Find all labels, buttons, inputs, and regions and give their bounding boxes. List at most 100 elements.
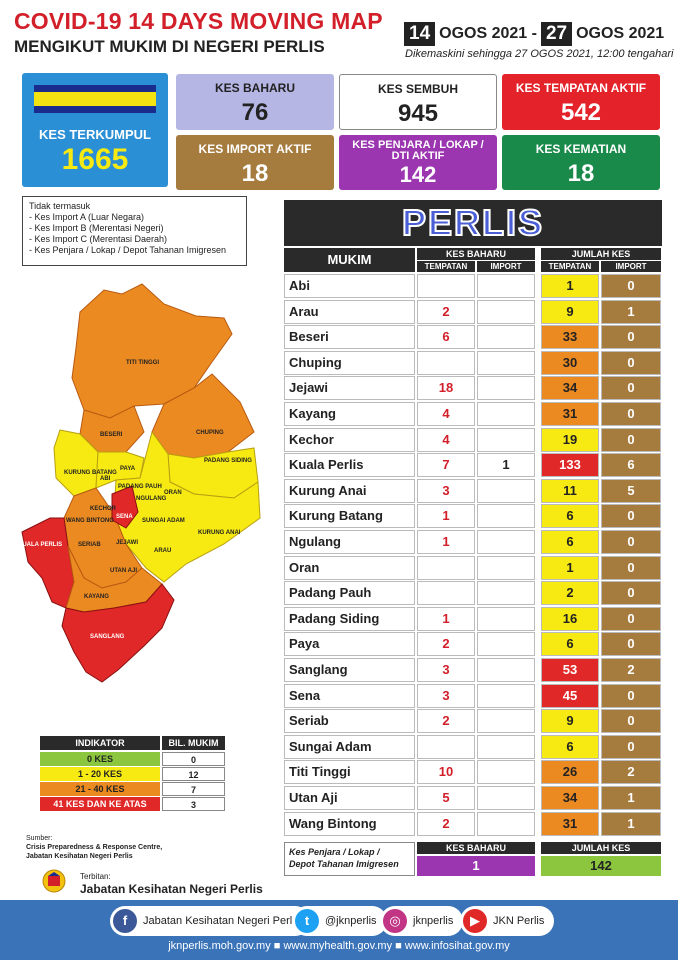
source-label: Sumber:: [26, 835, 53, 842]
total-local-cell: 9: [541, 709, 599, 733]
mukim-name: Utan Aji: [284, 786, 415, 810]
date-range: 14 OGOS 2021 - 27 OGOS 2021: [404, 22, 664, 46]
twitter-link[interactable]: t @jknperlis: [292, 906, 387, 936]
new-import-cell: [477, 428, 535, 452]
new-import-cell: [477, 709, 535, 733]
new-import-cell: [477, 760, 535, 784]
mukim-name: Wang Bintong: [284, 812, 415, 836]
map-label-padang-siding: PADANG SIDING: [204, 458, 252, 464]
map-label-padang-pauh: PADANG PAUH: [118, 484, 162, 490]
date-start-rest: OGOS 2021 -: [439, 25, 537, 42]
mukim-name: Chuping: [284, 351, 415, 375]
total-local-cell: 16: [541, 607, 599, 631]
total-import-cell: 0: [601, 735, 661, 759]
map-label-sungai-adam: SUNGAI ADAM: [142, 518, 185, 524]
mukim-name: Beseri: [284, 325, 415, 349]
total-local-cell: 26: [541, 760, 599, 784]
new-local-cell: 3: [417, 658, 475, 682]
new-local-cell: 2: [417, 300, 475, 324]
total-local-cell: 53: [541, 658, 599, 682]
mukim-name: Titi Tinggi: [284, 760, 415, 784]
new-local-cell: 3: [417, 684, 475, 708]
mukim-name: Arau: [284, 300, 415, 324]
mukim-name: Seriab: [284, 709, 415, 733]
total-local-cell: 1: [541, 274, 599, 298]
import-active-card: KES IMPORT AKTIF 18: [176, 135, 334, 190]
new-import-cell: 1: [477, 453, 535, 477]
total-local-cell: 11: [541, 479, 599, 503]
prison-active-label-1: KES PENJARA / LOKAP /: [352, 139, 484, 151]
state-name: PERLIS: [401, 201, 545, 244]
recovered-label: KES SEMBUH: [377, 82, 458, 96]
new-cases-value: 76: [241, 99, 269, 126]
new-local-cell: 3: [417, 479, 475, 503]
legend-col-bil: BIL. MUKIM: [162, 736, 225, 750]
new-import-cell: [477, 274, 535, 298]
total-cases-card: KES TERKUMPUL 1665: [22, 73, 168, 187]
new-import-cell: [477, 812, 535, 836]
instagram-icon: ◎: [383, 909, 407, 933]
mukim-name: Sanglang: [284, 658, 415, 682]
new-cases-label: KES BAHARU: [214, 81, 295, 95]
mukim-name: Ngulang: [284, 530, 415, 554]
note-item: - Kes Import C (Merentasi Daerah): [29, 234, 168, 244]
total-local-cell: 31: [541, 812, 599, 836]
legend-col-indikator: INDIKATOR: [40, 736, 160, 750]
new-local-cell: 18: [417, 376, 475, 400]
facebook-link[interactable]: f Jabatan Kesihatan Negeri Perlis: [110, 906, 311, 936]
instagram-link[interactable]: ◎ jknperlis: [380, 906, 464, 936]
total-import-cell: 0: [601, 376, 661, 400]
map-label-kurung-anai: KURUNG ANAI: [198, 530, 241, 536]
youtube-icon: ▶: [463, 909, 487, 933]
note-item: - Kes Import B (Merentasi Negeri): [29, 223, 164, 233]
new-import-cell: [477, 658, 535, 682]
map-label-kayang: KAYANG: [84, 594, 109, 600]
total-import-cell: 0: [601, 607, 661, 631]
twitter-label: @jknperlis: [325, 915, 377, 927]
map-label-wang-bintong: WANG BINTONG: [66, 518, 114, 524]
new-local-cell: 5: [417, 786, 475, 810]
map-label-kurung-batang: KURUNG BATANG: [64, 470, 117, 476]
new-import-cell: [477, 735, 535, 759]
new-local-cell: 4: [417, 428, 475, 452]
mukim-name: Kuala Perlis: [284, 453, 415, 477]
new-import-cell: [477, 786, 535, 810]
new-cases-card: KES BAHARU 76: [176, 74, 334, 130]
map-region-central: [113, 430, 261, 583]
map-label-oran: ORAN: [164, 490, 182, 496]
mukim-name: Oran: [284, 556, 415, 580]
total-import-cell: 0: [601, 351, 661, 375]
new-local-cell: 2: [417, 632, 475, 656]
recovered-card: KES SEMBUH 945: [339, 74, 497, 130]
new-local-cell: 2: [417, 709, 475, 733]
map-label-kuala-perlis: KUALA PERLIS: [18, 542, 62, 548]
map-region-sanglang: [61, 583, 175, 683]
mukim-name: Paya: [284, 632, 415, 656]
col-kb-tempatan: TEMPATAN: [417, 261, 475, 272]
footer-urls[interactable]: jknperlis.moh.gov.my ■ www.myhealth.gov.…: [168, 940, 510, 952]
total-local-cell: 34: [541, 786, 599, 810]
source-line-2: Jabatan Kesihatan Negeri Perlis: [26, 853, 133, 860]
total-local-cell: 6: [541, 504, 599, 528]
page-subtitle: MENGIKUT MUKIM DI NEGERI PERLIS: [14, 37, 325, 56]
note-item: - Kes Penjara / Lokap / Depot Tahanan Im…: [29, 245, 226, 255]
map-region-titi-tinggi: [71, 283, 233, 419]
col-jk-import: IMPORT: [601, 261, 661, 272]
mukim-name: Abi: [284, 274, 415, 298]
note-item: - Kes Import A (Luar Negara): [29, 212, 145, 222]
publisher: Jabatan Kesihatan Negeri Perlis: [80, 882, 263, 896]
map-label-arau: ARAU: [154, 548, 171, 554]
legend-indicator: 21 - 40 KES: [40, 782, 160, 796]
local-active-value: 542: [560, 99, 602, 126]
import-active-label: KES IMPORT AKTIF: [198, 142, 312, 156]
legend-indicator: 1 - 20 KES: [40, 767, 160, 781]
youtube-link[interactable]: ▶ JKN Perlis: [460, 906, 555, 936]
mukim-name: Sungai Adam: [284, 735, 415, 759]
map-label-paya: PAYA: [120, 466, 136, 472]
youtube-label: JKN Perlis: [493, 915, 545, 927]
new-local-cell: 6: [417, 325, 475, 349]
total-local-cell: 31: [541, 402, 599, 426]
total-import-cell: 0: [601, 709, 661, 733]
total-local-cell: 34: [541, 376, 599, 400]
total-import-cell: 0: [601, 632, 661, 656]
